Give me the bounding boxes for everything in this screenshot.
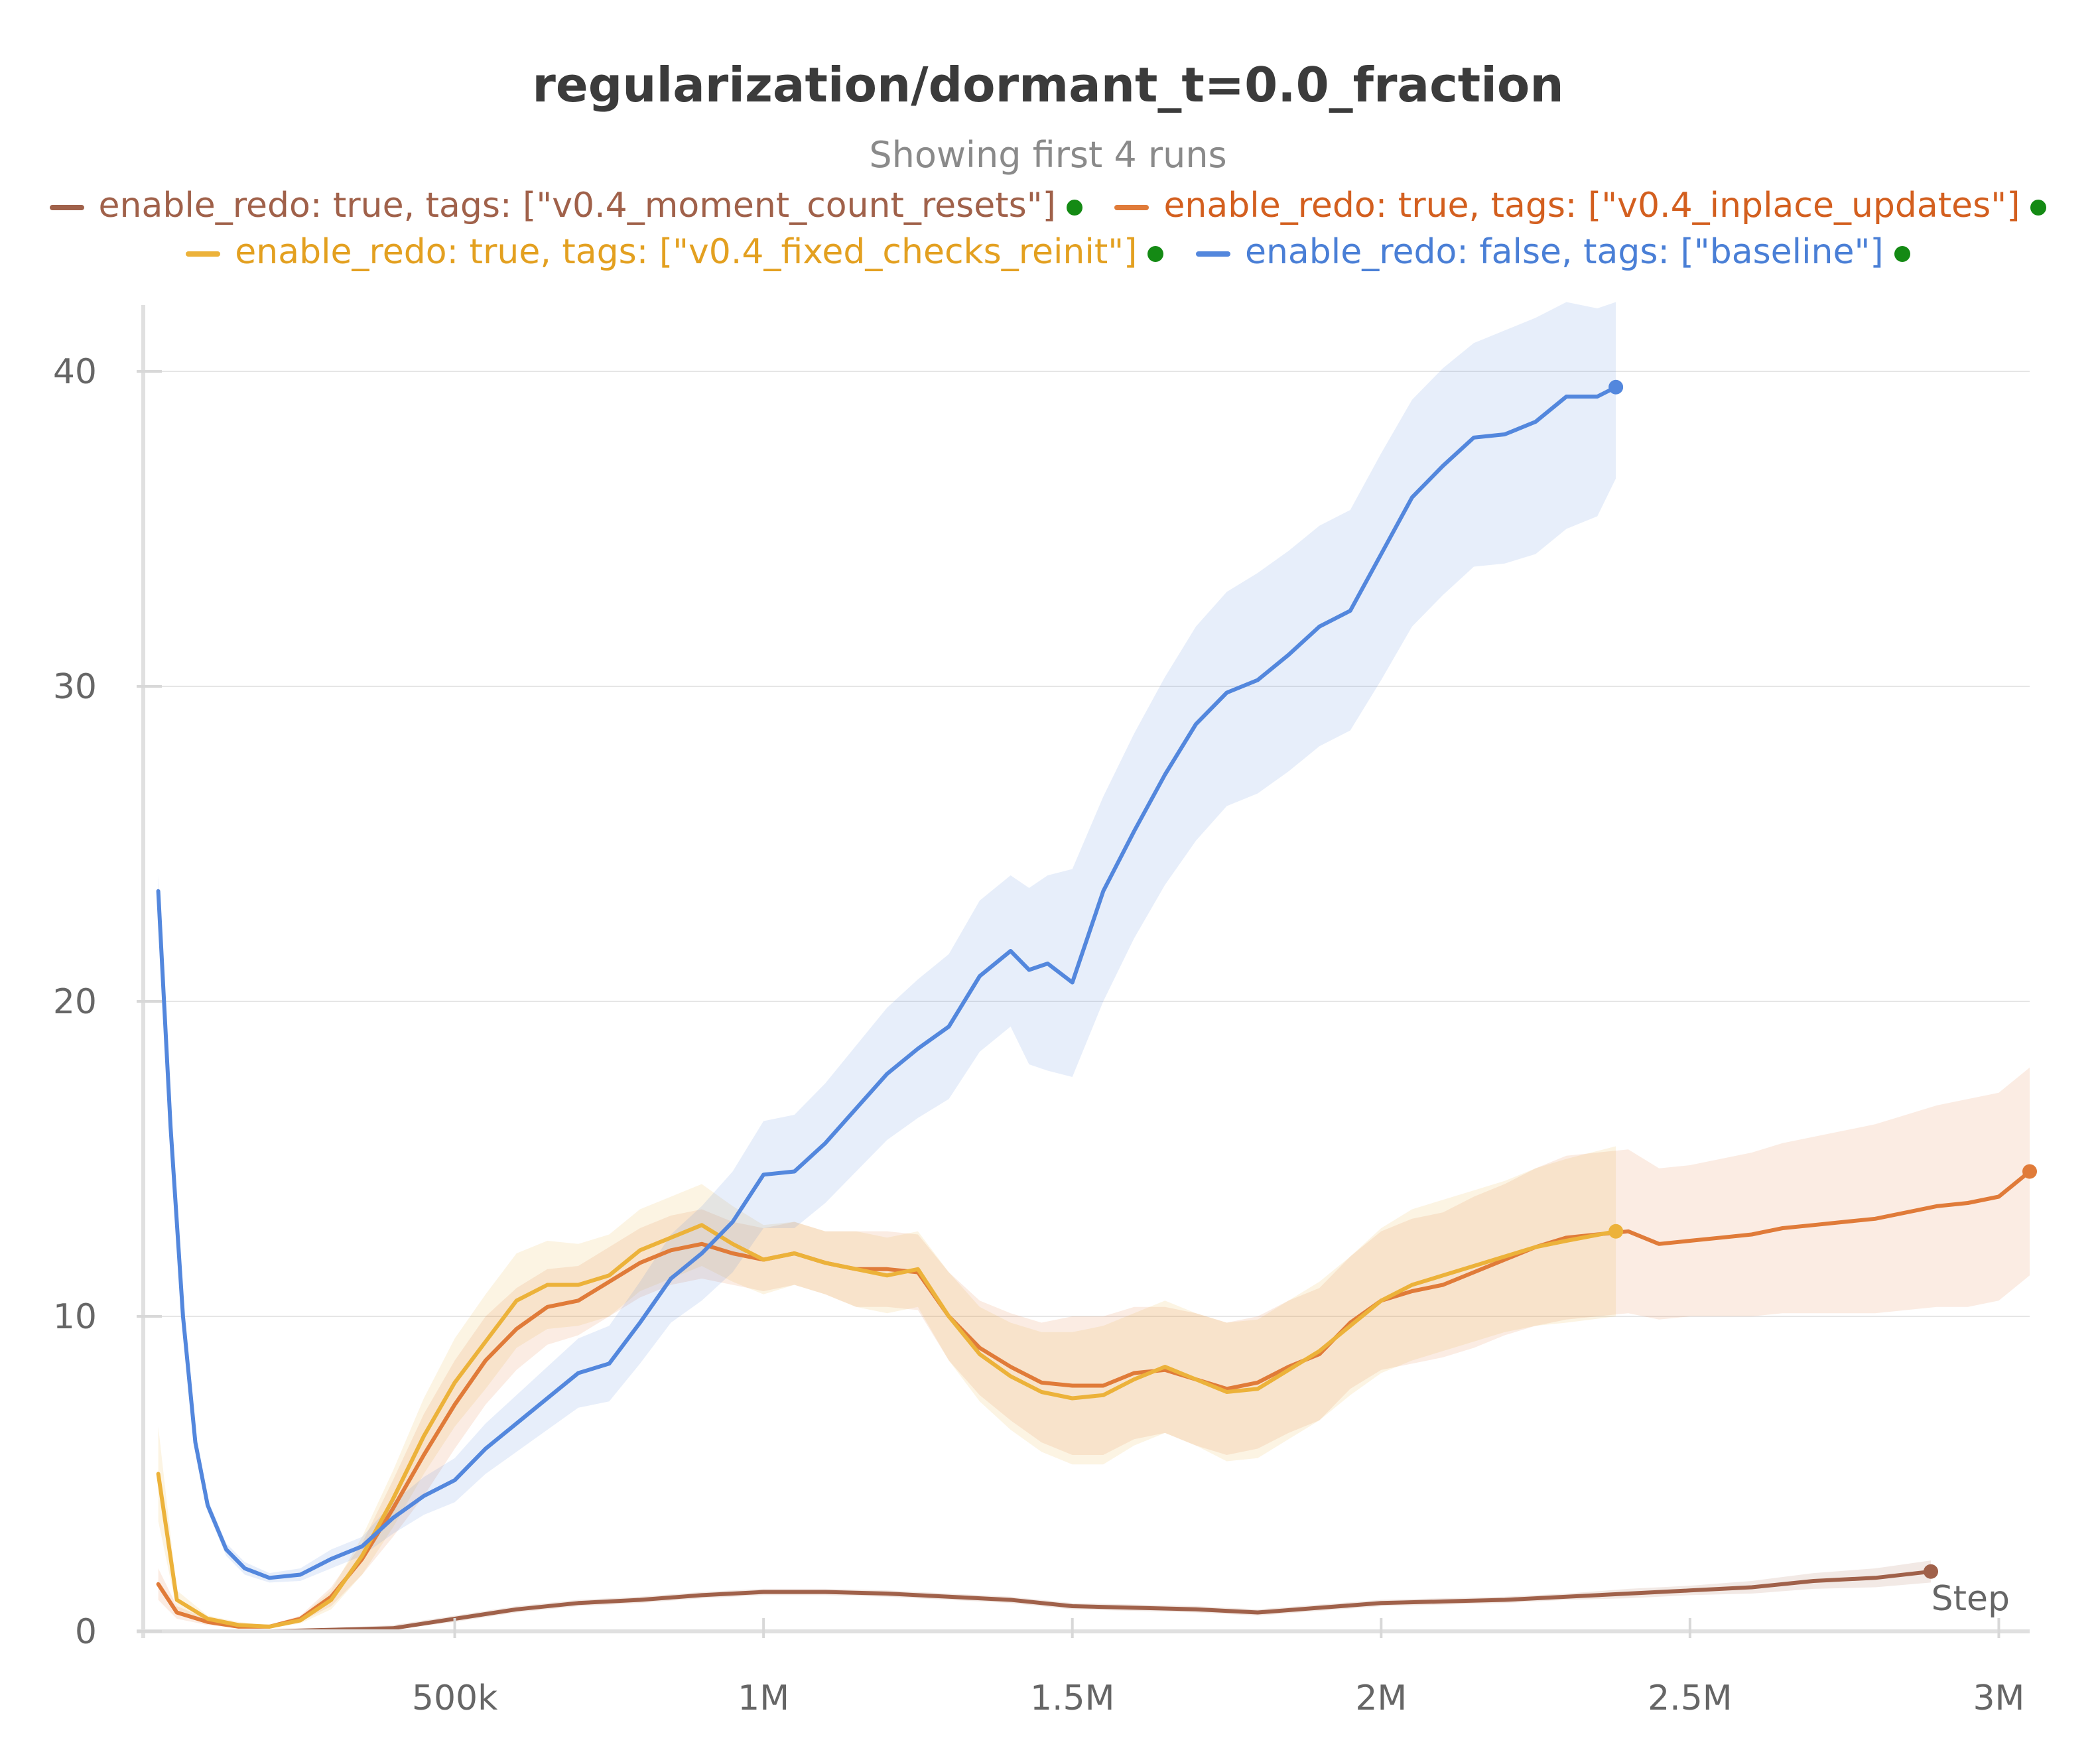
- series-line-1: [156, 1169, 2032, 1629]
- legend-row: enable_redo: true, tags: ["v0.4_fixed_ch…: [0, 232, 2096, 272]
- y-tick-label: 0: [75, 1612, 97, 1652]
- gridlines: [143, 371, 2030, 1317]
- series-band-3: [158, 302, 1616, 1583]
- legend-swatch: [186, 251, 221, 257]
- x-tick-label: 500k: [412, 1678, 497, 1718]
- x-tick-label: 1M: [738, 1678, 789, 1718]
- series-endpoint-3: [1608, 379, 1624, 395]
- x-tick-label: 2M: [1355, 1678, 1407, 1718]
- series-endpoint-1: [2022, 1164, 2037, 1179]
- legend-item-moment-count-resets[interactable]: enable_redo: true, tags: ["v0.4_moment_c…: [49, 186, 1082, 225]
- series-band-2: [158, 1146, 1616, 1629]
- chart-subtitle: Showing first 4 runs: [869, 134, 1227, 176]
- y-tick-label: 10: [53, 1297, 97, 1337]
- legend-label: enable_redo: true, tags: ["v0.4_fixed_ch…: [235, 232, 1138, 272]
- run-status-dot-icon: [2030, 200, 2047, 216]
- series-line-0: [156, 1569, 1933, 1633]
- run-status-dot-icon: [1147, 246, 1164, 262]
- legend-item-fixed-checks-reinit[interactable]: enable_redo: true, tags: ["v0.4_fixed_ch…: [186, 232, 1164, 272]
- legend-item-baseline[interactable]: enable_redo: false, tags: ["baseline"]: [1195, 232, 1910, 272]
- x-tick-label: 2.5M: [1648, 1678, 1733, 1718]
- run-status-dot-icon: [1894, 246, 1910, 262]
- series-endpoint-0: [1924, 1564, 1939, 1579]
- x-axis-label: Step: [1932, 1579, 2010, 1619]
- x-tick-label: 1.5M: [1030, 1678, 1115, 1718]
- legend-label: enable_redo: true, tags: ["v0.4_inplace_…: [1163, 186, 2020, 225]
- legend-swatch: [1114, 205, 1149, 210]
- y-tick-label: 40: [53, 352, 97, 392]
- chart-title: regularization/dormant_t=0.0_fraction: [532, 57, 1564, 113]
- series-endpoint-2: [1608, 1224, 1624, 1239]
- axes: [137, 305, 2030, 1638]
- y-tick-label: 30: [53, 667, 97, 707]
- series-band-1: [158, 1067, 2030, 1629]
- legend-row: enable_redo: true, tags: ["v0.4_moment_c…: [0, 186, 2096, 225]
- series-endpoints: [1608, 379, 2037, 1579]
- series-line-2: [156, 1223, 1618, 1629]
- legend-item-inplace-updates[interactable]: enable_redo: true, tags: ["v0.4_inplace_…: [1114, 186, 2047, 225]
- legend-swatch: [49, 205, 84, 210]
- legend-swatch: [1195, 251, 1230, 257]
- run-status-dot-icon: [1066, 200, 1082, 216]
- legend-label: enable_redo: true, tags: ["v0.4_moment_c…: [98, 186, 1056, 225]
- tick-labels: 0 10 20 30 40 500k 1M 1.5M 2M 2.5M 3M: [53, 352, 2025, 1718]
- series-line-3: [156, 385, 1618, 1580]
- series-lines: [156, 385, 2032, 1633]
- series-band-0: [158, 1560, 1931, 1631]
- y-tick-label: 20: [53, 982, 97, 1022]
- legend-label: enable_redo: false, tags: ["baseline"]: [1244, 232, 1884, 272]
- x-tick-label: 3M: [1973, 1678, 2024, 1718]
